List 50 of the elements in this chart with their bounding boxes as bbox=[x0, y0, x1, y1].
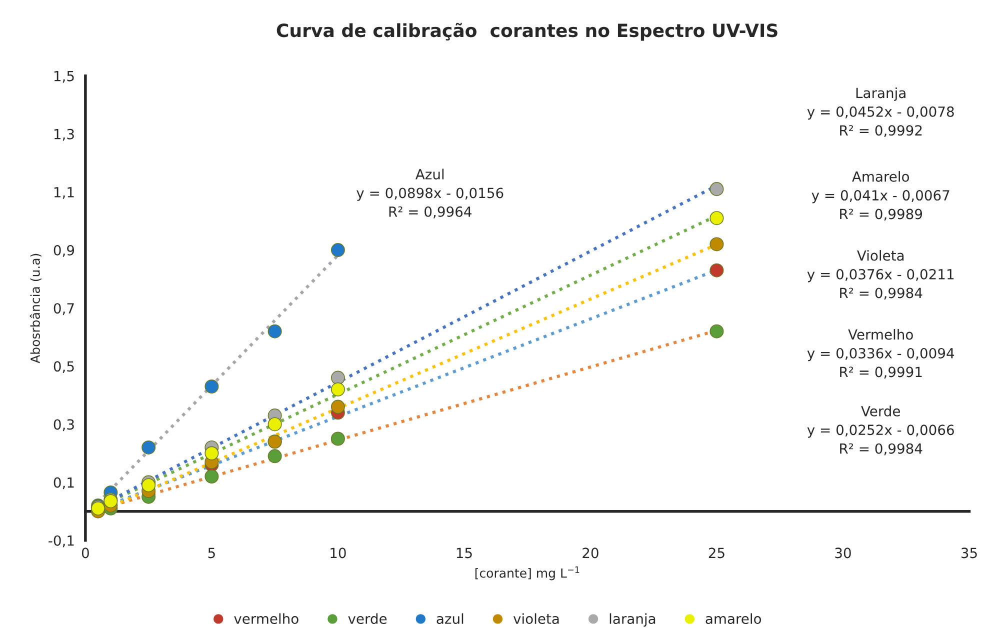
annotation: Vermelho y = 0,0336x - 0,0094 R² = 0,9991 bbox=[807, 329, 954, 379]
y-tick-label: 0,1 bbox=[54, 477, 74, 490]
annotation: Laranja y = 0,0452x - 0,0078 R² = 0,9992 bbox=[807, 87, 954, 138]
y-tick-label: -0,1 bbox=[48, 535, 74, 548]
point bbox=[330, 382, 345, 396]
x-tick-label: 0 bbox=[82, 548, 89, 558]
annotation: Verde y = 0,0252x - 0,0066 R² = 0,9984 bbox=[807, 406, 954, 456]
y-tick-label: 0,3 bbox=[54, 419, 74, 432]
legend-label: amarelo bbox=[706, 613, 762, 624]
annotation: Violeta y = 0,0376x - 0,0211 R² = 0,9984 bbox=[807, 250, 954, 300]
y-tick-label: 1,5 bbox=[54, 70, 74, 83]
point bbox=[330, 243, 345, 258]
x-tick-label: 15 bbox=[456, 548, 472, 558]
x-tick-label: 5 bbox=[208, 548, 215, 558]
y-tick-label: 0,7 bbox=[54, 303, 74, 315]
y-axis-title: Abosrbância (u.a) bbox=[30, 254, 42, 364]
y-tick-label: 0,9 bbox=[54, 245, 74, 257]
point bbox=[204, 469, 219, 484]
point bbox=[142, 478, 156, 492]
annotation: Amarelo y = 0,041x - 0,0067 R² = 0,9989 bbox=[812, 171, 950, 221]
y-tick-label: 1,1 bbox=[54, 187, 74, 199]
point bbox=[710, 182, 724, 196]
x-tick-label: 20 bbox=[582, 548, 598, 558]
legend-label: verde bbox=[348, 613, 387, 624]
legend-label: vermelho bbox=[234, 613, 298, 624]
x-tick-label: 10 bbox=[330, 548, 346, 558]
legend-label: azul bbox=[436, 613, 464, 624]
point bbox=[268, 449, 282, 464]
y-tick-label: 1,3 bbox=[54, 128, 74, 141]
point bbox=[710, 211, 724, 226]
point bbox=[142, 440, 156, 454]
x-tick-label: 25 bbox=[708, 548, 724, 558]
x-axis-title: [corante] mg L$^{−1}$ bbox=[475, 566, 580, 580]
point bbox=[204, 446, 219, 460]
x-tick-label: 35 bbox=[961, 548, 977, 558]
point bbox=[330, 370, 345, 385]
point bbox=[710, 263, 724, 278]
point bbox=[330, 400, 345, 414]
chart-title: Curva de calibração corantes no Espectro UV-VIS bbox=[276, 22, 778, 41]
point bbox=[268, 417, 282, 432]
point bbox=[268, 324, 282, 338]
point bbox=[204, 379, 219, 394]
annotation: Azul y = 0,0898x - 0,0156 R² = 0,9964 bbox=[356, 168, 504, 218]
x-tick-label: 30 bbox=[835, 548, 851, 558]
y-tick-label: 0,5 bbox=[54, 361, 74, 374]
legend-label: laranja bbox=[610, 613, 656, 627]
legend-label: violeta bbox=[513, 613, 559, 624]
point bbox=[710, 324, 724, 338]
point bbox=[330, 432, 345, 446]
point bbox=[710, 237, 724, 252]
